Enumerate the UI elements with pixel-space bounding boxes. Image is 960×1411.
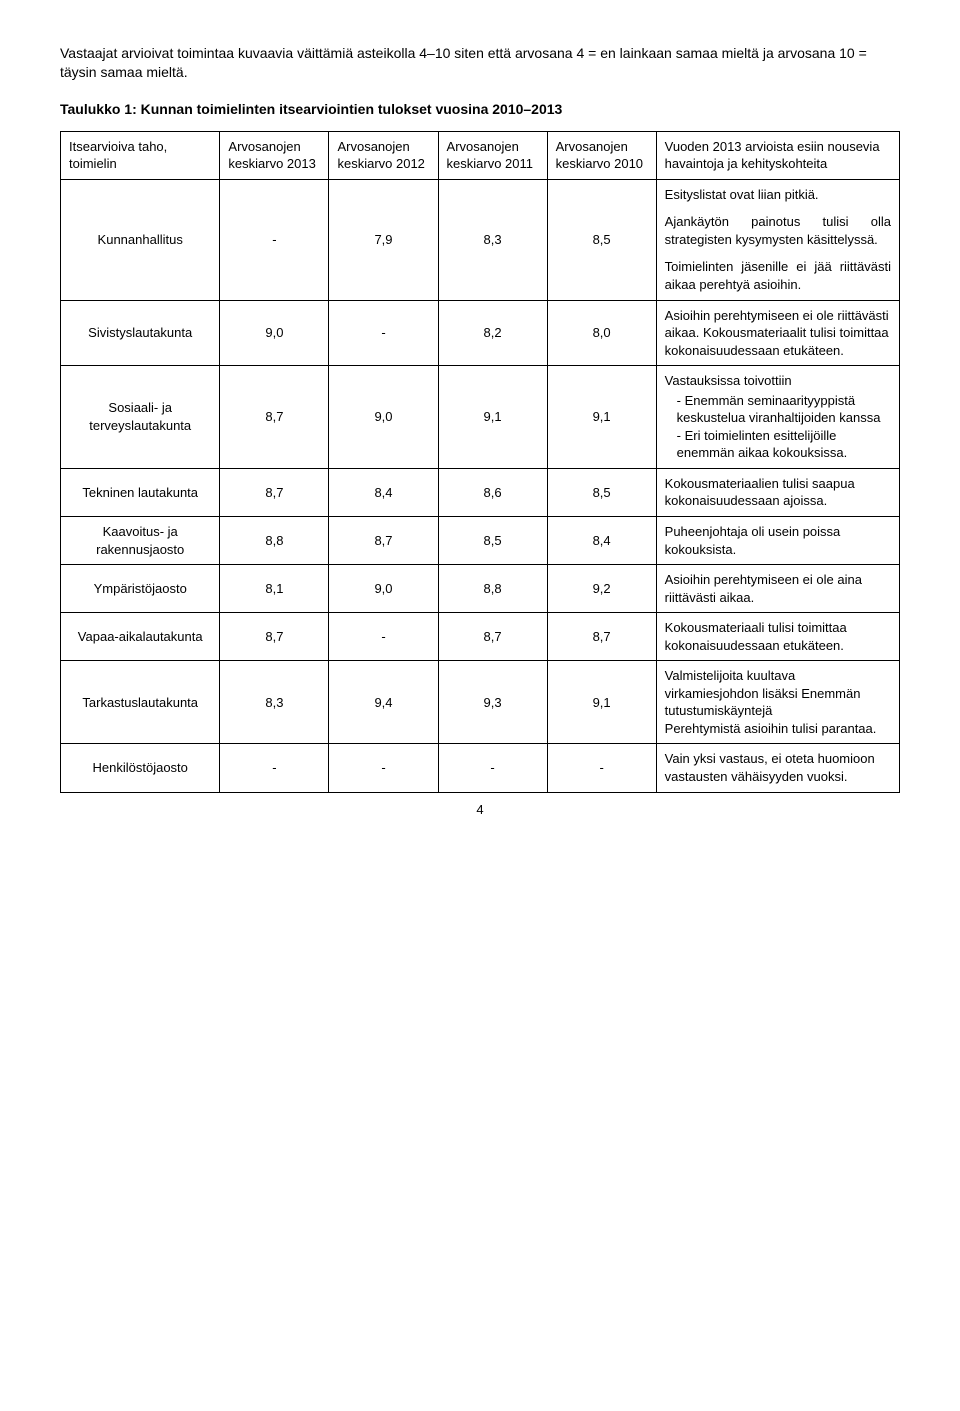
cell-2011: 8,2	[438, 300, 547, 366]
col-header-2010: Arvosanojen keskiarvo 2010	[547, 131, 656, 179]
cell-name: Sivistyslautakunta	[61, 300, 220, 366]
table-header-row: Itsearvioiva taho, toimielin Arvosanojen…	[61, 131, 900, 179]
cell-2010: 9,1	[547, 366, 656, 469]
table-row: Kaavoitus- ja rakennusjaosto 8,8 8,7 8,5…	[61, 516, 900, 564]
cell-2013: 8,8	[220, 516, 329, 564]
cell-name: Tekninen lautakunta	[61, 468, 220, 516]
cell-2013: 9,0	[220, 300, 329, 366]
cell-notes: Valmistelijoita kuultava virkamiesjohdon…	[656, 661, 899, 744]
note-bullets: Enemmän seminaarityyppistä keskustelua v…	[665, 392, 891, 462]
cell-name: Ympäristöjaosto	[61, 565, 220, 613]
table-row: Ympäristöjaosto 8,1 9,0 8,8 9,2 Asioihin…	[61, 565, 900, 613]
cell-2012: -	[329, 744, 438, 792]
cell-2010: 9,2	[547, 565, 656, 613]
table-row: Henkilöstöjaosto - - - - Vain yksi vasta…	[61, 744, 900, 792]
cell-2013: 8,7	[220, 366, 329, 469]
cell-2012: 9,0	[329, 366, 438, 469]
col-header-2012: Arvosanojen keskiarvo 2012	[329, 131, 438, 179]
cell-2010: 8,0	[547, 300, 656, 366]
note-bullet: Eri toimielinten esittelijöille enemmän …	[677, 427, 891, 462]
cell-2013: -	[220, 179, 329, 300]
note-text: Toimielinten jäsenille ei jää riittäväst…	[665, 258, 891, 293]
cell-notes: Kokousmateriaali tulisi toimittaa kokona…	[656, 613, 899, 661]
cell-name: Kaavoitus- ja rakennusjaosto	[61, 516, 220, 564]
cell-2011: 9,1	[438, 366, 547, 469]
cell-notes: Puheenjohtaja oli usein poissa kokouksis…	[656, 516, 899, 564]
cell-name: Kunnanhallitus	[61, 179, 220, 300]
cell-2012: 9,4	[329, 661, 438, 744]
cell-2011: 8,6	[438, 468, 547, 516]
col-header-2011: Arvosanojen keskiarvo 2011	[438, 131, 547, 179]
cell-notes: Asioihin perehtymiseen ei ole aina riitt…	[656, 565, 899, 613]
cell-name: Sosiaali- ja terveyslautakunta	[61, 366, 220, 469]
col-header-2013: Arvosanojen keskiarvo 2013	[220, 131, 329, 179]
intro-paragraph: Vastaajat arvioivat toimintaa kuvaavia v…	[60, 44, 900, 82]
cell-2013: 8,3	[220, 661, 329, 744]
cell-notes: Vain yksi vastaus, ei oteta huomioon vas…	[656, 744, 899, 792]
cell-notes: Kokousmateriaalien tulisi saapua kokonai…	[656, 468, 899, 516]
table-title: Taulukko 1: Kunnan toimielinten itsearvi…	[60, 100, 900, 119]
cell-notes: Esityslistat ovat liian pitkiä. Ajankäyt…	[656, 179, 899, 300]
cell-name: Vapaa-aikalautakunta	[61, 613, 220, 661]
cell-2012: 8,7	[329, 516, 438, 564]
note-text: Esityslistat ovat liian pitkiä.	[665, 186, 891, 204]
cell-2013: -	[220, 744, 329, 792]
table-row: Kunnanhallitus - 7,9 8,3 8,5 Esityslista…	[61, 179, 900, 300]
note-text: Ajankäytön painotus tulisi olla strategi…	[665, 213, 891, 248]
cell-name: Tarkastuslautakunta	[61, 661, 220, 744]
cell-2011: -	[438, 744, 547, 792]
cell-2010: 8,4	[547, 516, 656, 564]
cell-2011: 9,3	[438, 661, 547, 744]
note-bullet: Enemmän seminaarityyppistä keskustelua v…	[677, 392, 891, 427]
cell-name: Henkilöstöjaosto	[61, 744, 220, 792]
cell-2010: 8,7	[547, 613, 656, 661]
cell-2012: 8,4	[329, 468, 438, 516]
cell-2011: 8,3	[438, 179, 547, 300]
cell-2010: -	[547, 744, 656, 792]
table-row: Sosiaali- ja terveyslautakunta 8,7 9,0 9…	[61, 366, 900, 469]
cell-2011: 8,5	[438, 516, 547, 564]
cell-2011: 8,7	[438, 613, 547, 661]
cell-2013: 8,1	[220, 565, 329, 613]
cell-notes: Vastauksissa toivottiin Enemmän seminaar…	[656, 366, 899, 469]
col-header-notes: Vuoden 2013 arvioista esiin nousevia hav…	[656, 131, 899, 179]
cell-2010: 9,1	[547, 661, 656, 744]
table-row: Vapaa-aikalautakunta 8,7 - 8,7 8,7 Kokou…	[61, 613, 900, 661]
cell-2013: 8,7	[220, 613, 329, 661]
results-table: Itsearvioiva taho, toimielin Arvosanojen…	[60, 131, 900, 793]
note-lead: Vastauksissa toivottiin	[665, 373, 792, 388]
table-row: Tarkastuslautakunta 8,3 9,4 9,3 9,1 Valm…	[61, 661, 900, 744]
cell-2012: 7,9	[329, 179, 438, 300]
cell-2010: 8,5	[547, 179, 656, 300]
cell-2012: -	[329, 300, 438, 366]
table-row: Sivistyslautakunta 9,0 - 8,2 8,0 Asioihi…	[61, 300, 900, 366]
cell-2012: -	[329, 613, 438, 661]
cell-2012: 9,0	[329, 565, 438, 613]
cell-2010: 8,5	[547, 468, 656, 516]
table-row: Tekninen lautakunta 8,7 8,4 8,6 8,5 Koko…	[61, 468, 900, 516]
cell-2011: 8,8	[438, 565, 547, 613]
cell-2013: 8,7	[220, 468, 329, 516]
col-header-entity: Itsearvioiva taho, toimielin	[61, 131, 220, 179]
cell-notes: Asioihin perehtymiseen ei ole riittäväst…	[656, 300, 899, 366]
page-number: 4	[60, 801, 900, 819]
